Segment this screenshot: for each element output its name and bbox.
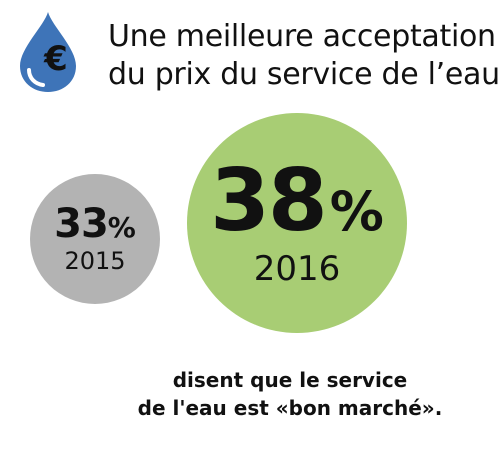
stat-2016-percent-sign: % xyxy=(329,180,384,243)
water-drop-euro-icon: € xyxy=(20,12,76,92)
caption: disent que le service de l'eau est «bon … xyxy=(120,366,460,422)
title-line-1: Une meilleure acceptation xyxy=(108,19,496,54)
drop-highlight xyxy=(27,68,45,87)
stat-2015-percent-sign: % xyxy=(107,211,136,244)
caption-line-2: de l'eau est «bon marché». xyxy=(137,396,443,420)
caption-line-1: disent que le service xyxy=(172,368,408,392)
page-title: Une meilleure acceptation du prix du ser… xyxy=(108,18,498,94)
stat-2015-year: 2015 xyxy=(64,247,126,275)
stat-2016-year: 2016 xyxy=(253,249,341,289)
euro-symbol: € xyxy=(43,39,68,79)
title-line-2: du prix du service de l’eau xyxy=(108,57,498,92)
water-drop-shape xyxy=(20,12,76,92)
stat-2016-percent: 38% xyxy=(210,157,384,245)
stat-2016-value: 38 xyxy=(210,151,328,251)
stat-2015-percent: 33% xyxy=(54,203,136,245)
stat-2015-value: 33 xyxy=(54,201,109,247)
stat-circle-2015: 33% 2015 xyxy=(30,174,160,304)
stat-circle-2016: 38% 2016 xyxy=(187,113,407,333)
